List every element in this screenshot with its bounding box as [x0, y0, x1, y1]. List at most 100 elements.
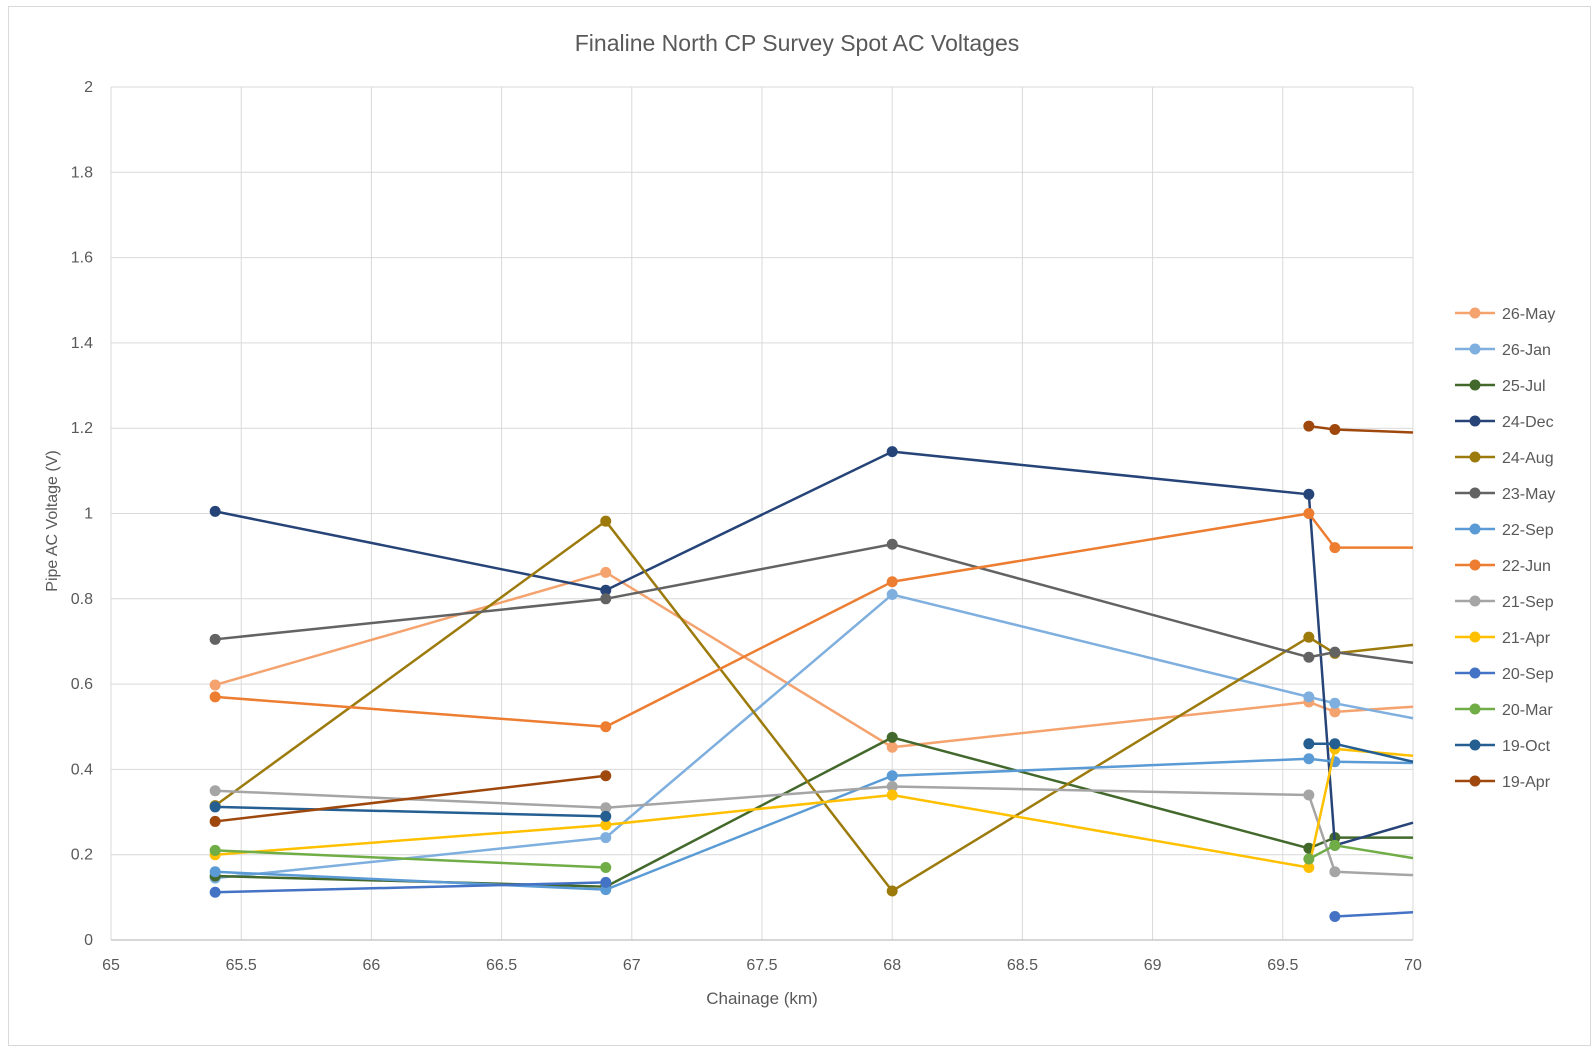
data-point	[1303, 691, 1315, 703]
series-line	[214, 571, 1414, 749]
series-26-May	[209, 566, 1414, 753]
y-tick-label: 0.6	[71, 676, 93, 693]
data-point	[209, 815, 221, 827]
data-point	[1303, 853, 1315, 865]
series-line	[1308, 844, 1414, 861]
x-tick-label: 67.5	[746, 957, 777, 974]
x-tick-label: 65	[102, 957, 120, 974]
data-point	[600, 566, 612, 578]
legend-item: 21-Sep	[1455, 594, 1554, 611]
chart-title: Finaline North CP Survey Spot AC Voltage…	[575, 30, 1019, 56]
series-23-May	[209, 538, 1414, 665]
data-point	[1303, 420, 1315, 432]
data-point	[1329, 839, 1341, 851]
legend-label: 22-Sep	[1502, 522, 1554, 539]
legend: 26-May 26-Jan 25-Jul 24-Dec 24-Aug 23-May 22-S…	[1455, 306, 1555, 791]
data-point	[600, 802, 612, 814]
legend-item: 24-Dec	[1455, 414, 1554, 431]
series-22-Jun	[209, 508, 1413, 733]
data-point	[1303, 488, 1315, 500]
x-tick-label: 69	[1144, 957, 1162, 974]
legend-label: 20-Sep	[1502, 666, 1554, 683]
data-point	[1303, 753, 1315, 765]
legend-item: 26-May	[1455, 306, 1555, 323]
legend-item: 25-Jul	[1455, 378, 1546, 395]
series-line	[1308, 424, 1414, 434]
legend-label: 26-May	[1502, 306, 1555, 323]
legend-item: 21-Apr	[1455, 630, 1551, 647]
y-axis-label: Pipe AC Voltage (V)	[44, 450, 61, 591]
legend-item: 24-Aug	[1455, 450, 1554, 467]
data-point	[209, 785, 221, 797]
data-point	[1303, 861, 1315, 873]
y-tick-label: 1.4	[71, 335, 93, 352]
legend-marker	[1469, 559, 1481, 571]
data-point	[886, 446, 898, 458]
series-24-Aug	[209, 515, 1414, 897]
y-tick-label: 0.2	[71, 847, 93, 864]
data-point	[1303, 738, 1315, 750]
data-point	[886, 885, 898, 897]
legend-label: 20-Mar	[1502, 702, 1553, 719]
legend-marker	[1469, 739, 1481, 751]
legend-marker	[1469, 703, 1481, 715]
series-20-Mar	[209, 839, 1414, 873]
data-point	[209, 886, 221, 898]
legend-marker	[1469, 595, 1481, 607]
data-point	[209, 801, 221, 813]
series-line	[215, 593, 1414, 880]
legend-marker	[1469, 775, 1481, 787]
legend-label: 21-Sep	[1502, 594, 1554, 611]
legend-label: 21-Apr	[1502, 630, 1551, 647]
legend-label: 19-Oct	[1502, 738, 1551, 755]
legend-item: 19-Oct	[1455, 738, 1551, 755]
data-point	[886, 538, 898, 550]
legend-marker	[1469, 523, 1481, 535]
x-axis-label: Chainage (km)	[706, 989, 818, 1008]
x-tick-label: 68.5	[1007, 957, 1038, 974]
legend-label: 24-Aug	[1502, 450, 1554, 467]
legend-label: 26-Jan	[1502, 342, 1551, 359]
series-group	[209, 420, 1414, 923]
data-point	[600, 876, 612, 888]
legend-item: 26-Jan	[1455, 342, 1551, 359]
data-point	[886, 770, 898, 782]
series-line	[214, 519, 1414, 893]
legend-item: 23-May	[1455, 486, 1555, 503]
y-tick-label: 0.4	[71, 761, 93, 778]
series-20-Sep	[209, 876, 1414, 923]
data-point	[1303, 508, 1315, 519]
data-point	[600, 721, 612, 733]
data-point	[1303, 789, 1315, 801]
data-point	[886, 589, 898, 601]
x-tick-label: 65.5	[226, 957, 257, 974]
y-tick-label: 1.6	[71, 250, 93, 267]
legend-item: 20-Mar	[1455, 702, 1553, 719]
data-point	[1329, 706, 1341, 718]
data-point	[600, 584, 612, 596]
data-point	[886, 576, 898, 588]
data-point	[1303, 631, 1315, 643]
data-point	[1329, 738, 1341, 750]
data-point	[600, 810, 612, 822]
data-point	[1329, 697, 1341, 709]
y-tick-label: 1	[84, 506, 93, 523]
y-tick-label: 1.2	[71, 420, 93, 437]
data-point	[1329, 866, 1341, 878]
series-line	[214, 450, 1414, 847]
data-point	[1329, 646, 1341, 658]
data-point	[886, 741, 898, 753]
y-tick-label: 1.8	[71, 164, 93, 181]
legend-marker	[1469, 343, 1481, 355]
series-line	[215, 785, 1414, 877]
x-tick-label: 69.5	[1267, 957, 1298, 974]
data-point	[1329, 911, 1341, 923]
data-point	[1329, 423, 1341, 435]
series-24-Dec	[209, 446, 1414, 851]
data-point	[600, 593, 612, 605]
legend-marker	[1469, 307, 1481, 319]
data-point	[600, 770, 612, 782]
data-point	[209, 505, 221, 517]
line-chart: Finaline North CP Survey Spot AC Voltage…	[44, 30, 1555, 1008]
data-point	[886, 780, 898, 792]
